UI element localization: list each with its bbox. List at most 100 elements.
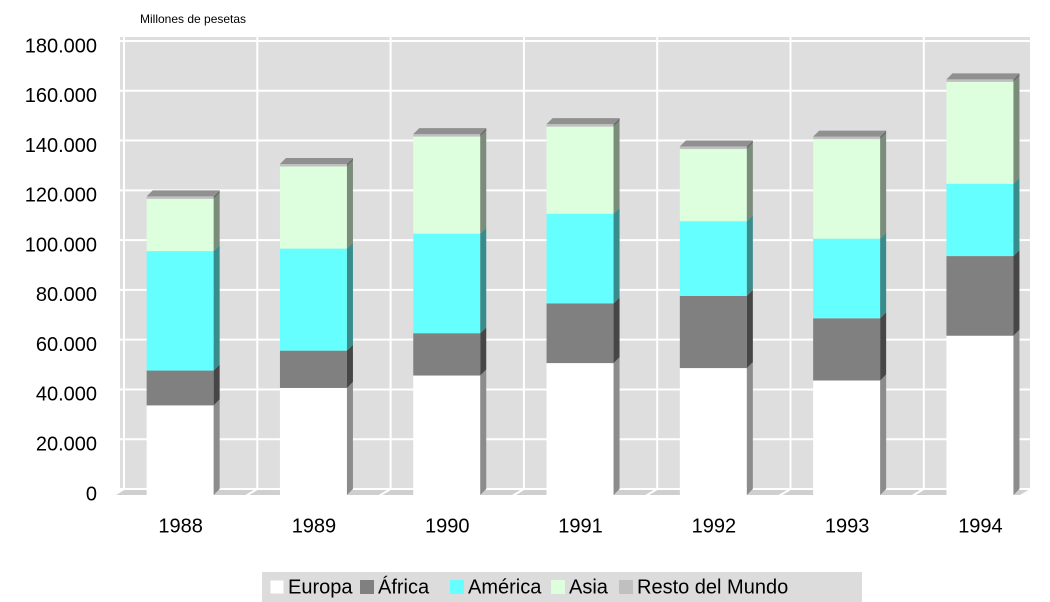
x-tick-label: 1989 <box>292 515 337 537</box>
bar-segment <box>546 213 614 304</box>
bar-side <box>1013 329 1020 495</box>
x-tick-label: 1994 <box>958 515 1003 537</box>
y-tick-label: 120.000 <box>25 185 97 207</box>
legend-label: Resto del Mundo <box>637 576 788 598</box>
bar-side <box>613 120 620 214</box>
bar-side <box>613 118 620 127</box>
legend-label: Europa <box>288 576 353 598</box>
y-tick-label: 100.000 <box>25 234 97 256</box>
x-tick-label: 1988 <box>158 515 203 537</box>
bar-top <box>946 73 1020 80</box>
bar-side <box>1013 73 1020 82</box>
grid-line <box>109 89 1030 98</box>
y-tick-label: 40.000 <box>36 384 97 406</box>
bar-side <box>480 227 487 334</box>
bar-side <box>746 362 753 495</box>
bar-side <box>480 369 487 495</box>
bar-segment <box>813 136 881 140</box>
bar-segment <box>946 256 1014 336</box>
bar-segment <box>546 124 614 127</box>
floor-line <box>375 488 392 499</box>
y-tick-label: 160.000 <box>25 85 97 107</box>
grid-line <box>109 40 1030 48</box>
bar-segment <box>946 335 1014 495</box>
x-tick-label: 1993 <box>825 515 870 537</box>
bar-segment <box>146 198 214 252</box>
bar-side <box>1013 177 1020 257</box>
bar-side <box>880 133 887 239</box>
bar-segment <box>413 375 481 495</box>
bar-segment <box>813 139 881 239</box>
bar-segment <box>279 163 347 167</box>
bar-top <box>413 128 487 135</box>
legend-swatch <box>360 580 374 594</box>
legend-swatch <box>269 579 285 595</box>
bar-segment <box>146 251 214 371</box>
bar-segment <box>413 333 481 376</box>
bar-side <box>346 157 353 167</box>
bar-segment <box>546 363 614 495</box>
bar-side <box>1013 75 1020 184</box>
bar-side <box>746 215 753 296</box>
x-tick-label: 1991 <box>558 515 603 537</box>
bar-segment <box>279 350 347 388</box>
bar-side <box>880 130 887 140</box>
bar-side <box>880 374 887 495</box>
legend-label: África <box>378 575 430 598</box>
bar-segment <box>813 238 881 319</box>
bar-side <box>213 245 220 371</box>
bar-side <box>346 344 353 388</box>
bar-segment <box>679 368 747 495</box>
bar-segment <box>813 318 881 381</box>
bar-side <box>880 232 887 319</box>
y-tick-label: 140.000 <box>25 135 97 157</box>
bar-segment <box>413 136 481 234</box>
bar-side <box>213 399 220 495</box>
bar-segment <box>279 248 347 351</box>
x-tick-label: 1990 <box>425 515 470 537</box>
y-axis-label: Millones de pesetas <box>140 12 246 26</box>
y-tick-label: 180.000 <box>25 35 97 57</box>
x-tick-label: 1992 <box>692 515 737 537</box>
bar-top <box>813 130 887 137</box>
legend-label: Asia <box>569 576 609 598</box>
bar-segment <box>146 405 214 495</box>
legend-swatch <box>619 580 633 594</box>
bar-side <box>746 289 753 369</box>
floor-line <box>641 488 658 499</box>
legend-label: América <box>468 576 542 598</box>
floor-line <box>908 488 925 499</box>
bar-segment <box>546 126 614 214</box>
bar-top <box>279 157 353 164</box>
bar-segment <box>279 166 347 249</box>
y-tick-label: 20.000 <box>36 434 97 456</box>
floor-line <box>108 488 125 499</box>
floor-line <box>1041 492 1050 499</box>
bar-side <box>480 128 487 137</box>
floor-line <box>774 488 792 499</box>
bar-side <box>213 190 220 199</box>
bar-side <box>613 357 620 495</box>
floor-line <box>508 488 525 499</box>
floor-line <box>241 488 258 499</box>
bar-side <box>346 242 353 351</box>
legend-swatch <box>551 580 565 594</box>
bar-side <box>613 297 620 364</box>
bar-segment <box>813 380 881 495</box>
bar-segment <box>679 221 747 296</box>
bar-segment <box>546 303 614 364</box>
bar-side <box>480 327 487 376</box>
y-tick-label: 80.000 <box>36 284 97 306</box>
bar-segment <box>679 295 747 369</box>
bar-segment <box>946 81 1014 184</box>
bar-top <box>146 190 220 197</box>
bar-segment <box>946 183 1014 257</box>
bar-segment <box>279 387 347 495</box>
bar-segment <box>146 370 214 406</box>
bar-segment <box>946 79 1014 82</box>
bar-side <box>880 312 887 381</box>
bar-segment <box>146 196 214 199</box>
legend-swatch <box>450 580 464 594</box>
bar-side <box>346 381 353 495</box>
